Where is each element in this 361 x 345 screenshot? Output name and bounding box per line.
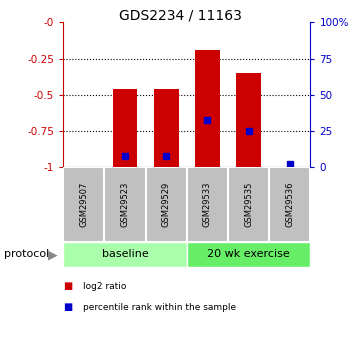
Text: ■: ■ [63,302,73,312]
FancyBboxPatch shape [104,167,145,241]
Text: ■: ■ [63,282,73,291]
Text: 20 wk exercise: 20 wk exercise [207,249,290,259]
FancyBboxPatch shape [228,167,269,241]
Text: GSM29536: GSM29536 [285,182,294,227]
Text: GSM29523: GSM29523 [121,182,130,227]
Bar [113,89,137,167]
Text: GSM29535: GSM29535 [244,182,253,227]
Text: ▶: ▶ [48,248,57,261]
Text: GSM29507: GSM29507 [79,182,88,227]
Text: baseline: baseline [101,249,148,259]
Text: GSM29533: GSM29533 [203,182,212,227]
FancyBboxPatch shape [187,167,228,241]
Text: GDS2234 / 11163: GDS2234 / 11163 [119,9,242,23]
FancyBboxPatch shape [187,241,310,267]
Bar [195,50,220,167]
Text: percentile rank within the sample: percentile rank within the sample [83,303,236,312]
FancyBboxPatch shape [63,167,104,241]
FancyBboxPatch shape [63,241,187,267]
Text: protocol: protocol [4,249,49,259]
Text: log2 ratio: log2 ratio [83,282,126,291]
FancyBboxPatch shape [269,167,310,241]
Bar [236,73,261,167]
Bar [154,89,179,167]
FancyBboxPatch shape [145,167,187,241]
Text: GSM29529: GSM29529 [162,182,171,227]
